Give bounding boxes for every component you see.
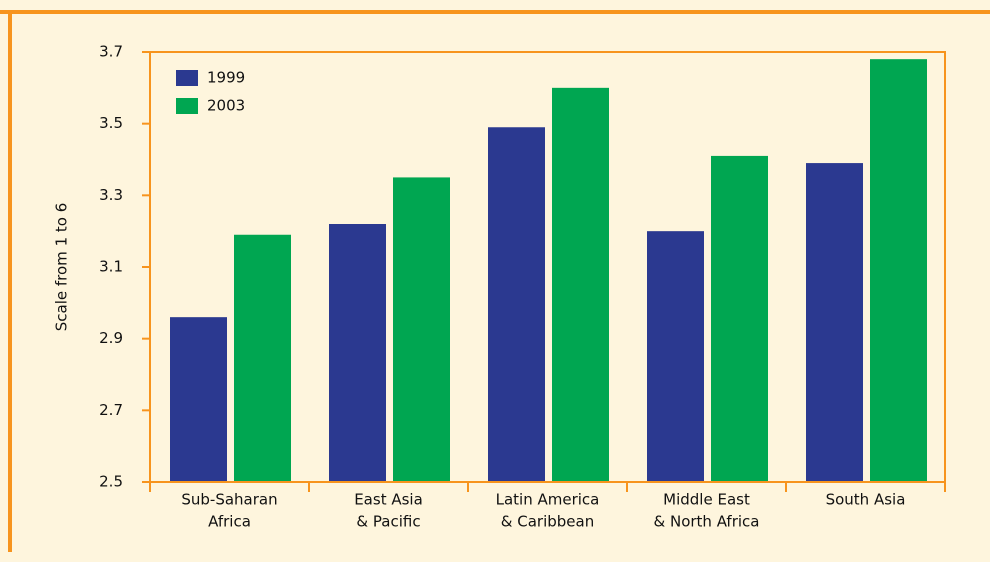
bar [329, 224, 386, 482]
bar [647, 231, 704, 482]
legend-label: 1999 [207, 69, 245, 87]
legend-swatch [176, 70, 198, 86]
legend-label: 2003 [207, 97, 245, 115]
y-tick-label: 3.5 [99, 114, 123, 132]
y-tick-label: 3.3 [99, 186, 123, 204]
bar [488, 127, 545, 482]
x-tick-label: Latin America [496, 491, 600, 509]
y-tick-label: 3.1 [99, 258, 123, 276]
x-tick-label: East Asia [354, 491, 423, 509]
x-tick-label: Africa [208, 513, 251, 531]
y-tick-label: 2.9 [99, 329, 123, 347]
bar [552, 87, 609, 482]
bar [234, 234, 291, 482]
bar [870, 59, 927, 483]
bar [170, 317, 227, 482]
legend-swatch [176, 98, 198, 114]
x-tick-label: Sub-Saharan [181, 491, 277, 509]
bar [806, 163, 863, 483]
y-tick-label: 2.7 [99, 401, 123, 419]
x-tick-label: South Asia [826, 491, 906, 509]
plot-frame [149, 51, 946, 483]
x-tick-label: & Caribbean [501, 513, 594, 531]
bar [711, 155, 768, 482]
x-tick-label: & North Africa [654, 513, 760, 531]
x-tick-label: Middle East [663, 491, 750, 509]
y-axis-label: Scale from 1 to 6 [53, 203, 71, 331]
y-tick-label: 3.7 [99, 43, 123, 61]
bar [393, 177, 450, 482]
x-tick-label: & Pacific [356, 513, 420, 531]
y-tick-label: 2.5 [99, 473, 123, 491]
